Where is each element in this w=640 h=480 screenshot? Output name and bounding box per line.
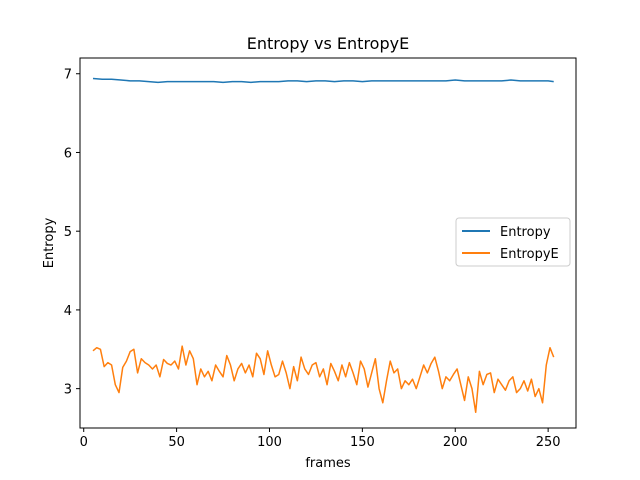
y-tick-label: 4 [64, 304, 72, 319]
series-line-1 [92, 345, 555, 414]
legend-label-0: Entropy [500, 225, 551, 240]
y-tick-label: 3 [64, 383, 72, 398]
x-tick-label: 50 [168, 435, 185, 450]
y-tick-label: 6 [64, 146, 72, 161]
legend-label-1: EntropyE [500, 247, 559, 262]
series-line-0 [92, 77, 554, 84]
plot-area [92, 77, 555, 414]
plot-frame [79, 57, 577, 429]
y-tick-label: 5 [64, 225, 72, 240]
x-tick-label: 250 [536, 435, 561, 450]
x-axis: 0 50 100 150 200 250 [80, 428, 561, 450]
chart-title: Entropy vs EntropyE [247, 34, 409, 53]
x-axis-label: frames [305, 456, 351, 471]
y-axis: 3 4 5 6 7 [64, 68, 80, 398]
x-tick-label: 100 [257, 435, 282, 450]
x-tick-label: 0 [80, 435, 88, 450]
y-axis-label: Entropy [42, 217, 57, 268]
y-tick-label: 7 [64, 68, 72, 83]
x-tick-label: 150 [350, 435, 375, 450]
x-tick-label: 200 [443, 435, 468, 450]
legend: Entropy EntropyE [455, 217, 571, 267]
